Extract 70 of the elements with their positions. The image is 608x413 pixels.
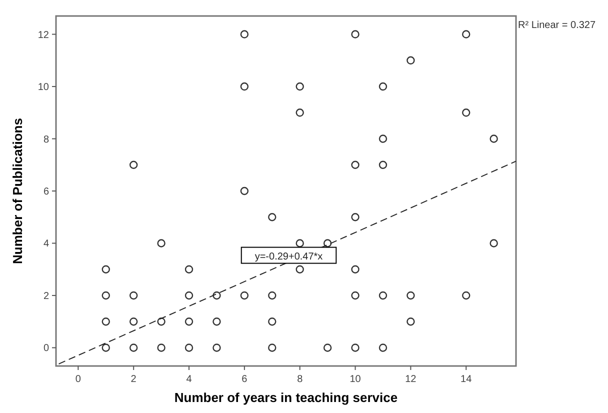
x-tick-label: 2	[130, 374, 137, 385]
point	[296, 239, 304, 248]
point	[129, 317, 138, 326]
point	[268, 213, 276, 222]
point	[406, 317, 415, 326]
point	[378, 160, 388, 169]
point	[102, 317, 110, 326]
x-tick-label: 14	[460, 374, 472, 385]
point	[184, 291, 194, 300]
point	[212, 317, 221, 326]
point	[102, 344, 110, 352]
point	[157, 239, 166, 248]
point	[351, 213, 360, 222]
point	[129, 160, 138, 169]
y-tick-label: 6	[43, 186, 50, 198]
point	[212, 344, 221, 352]
point	[240, 291, 249, 300]
point	[323, 239, 332, 248]
point	[102, 291, 110, 300]
point	[268, 317, 276, 326]
point	[240, 186, 249, 196]
point	[157, 317, 166, 326]
point	[351, 265, 360, 274]
text: R² Linear = 0.327	[518, 20, 596, 31]
x-axis-title: Number of years in teaching service	[174, 390, 398, 405]
point	[406, 291, 415, 300]
point	[462, 291, 470, 300]
y-tick-label: 4	[43, 238, 50, 250]
y-tick-label: 0	[43, 343, 50, 354]
y-axis-title: Number of Publications	[10, 118, 25, 264]
y-tick-label: 2	[43, 290, 50, 302]
point	[296, 108, 304, 117]
point	[462, 30, 470, 38]
point	[490, 239, 498, 248]
point	[406, 56, 415, 65]
point	[157, 344, 166, 352]
point	[323, 344, 332, 352]
point	[184, 344, 194, 352]
point	[351, 160, 360, 169]
point	[378, 291, 388, 300]
point	[490, 134, 498, 143]
annotation: y=-0.29+0.47*x	[254, 251, 323, 262]
point	[184, 317, 194, 326]
point	[378, 82, 388, 91]
x-tick-label: 6	[242, 374, 248, 385]
y-tick-label: 8	[43, 134, 50, 146]
x-tick-label: 8	[297, 374, 304, 385]
point	[129, 344, 138, 352]
point	[378, 134, 388, 143]
point	[462, 108, 470, 117]
point	[378, 344, 388, 352]
point	[212, 291, 221, 300]
point	[129, 291, 138, 300]
point	[351, 344, 360, 352]
point	[351, 291, 360, 300]
point	[268, 291, 276, 300]
point	[268, 344, 276, 352]
x-tick-label: 0	[75, 374, 82, 385]
point	[296, 82, 304, 91]
point	[184, 265, 194, 274]
point	[102, 265, 110, 274]
y-tick-label: 12	[38, 30, 50, 41]
point	[240, 82, 249, 91]
y-tick-label: 10	[38, 82, 50, 94]
point	[351, 30, 360, 38]
x-tick-label: 4	[186, 374, 192, 385]
point	[240, 30, 249, 38]
x-tick-label: 10	[350, 374, 362, 385]
x-tick-label: 12	[405, 374, 417, 385]
point	[296, 265, 304, 274]
